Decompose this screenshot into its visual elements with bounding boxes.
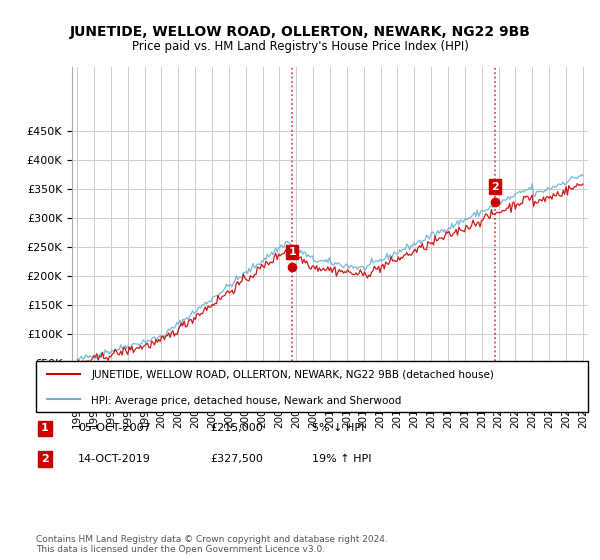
Text: 14-OCT-2019: 14-OCT-2019 — [78, 454, 151, 464]
Text: 2: 2 — [491, 181, 499, 192]
Text: 5% ↓ HPI: 5% ↓ HPI — [312, 423, 364, 433]
Text: 2: 2 — [41, 454, 49, 464]
Text: £215,000: £215,000 — [210, 423, 263, 433]
Text: JUNETIDE, WELLOW ROAD, OLLERTON, NEWARK, NG22 9BB: JUNETIDE, WELLOW ROAD, OLLERTON, NEWARK,… — [70, 25, 530, 39]
Text: HPI: Average price, detached house, Newark and Sherwood: HPI: Average price, detached house, Newa… — [91, 395, 401, 405]
Text: 05-OCT-2007: 05-OCT-2007 — [78, 423, 151, 433]
Text: £327,500: £327,500 — [210, 454, 263, 464]
FancyBboxPatch shape — [36, 361, 588, 412]
Text: Contains HM Land Registry data © Crown copyright and database right 2024.
This d: Contains HM Land Registry data © Crown c… — [36, 535, 388, 554]
Text: JUNETIDE, WELLOW ROAD, OLLERTON, NEWARK, NG22 9BB (detached house): JUNETIDE, WELLOW ROAD, OLLERTON, NEWARK,… — [91, 370, 494, 380]
Text: 19% ↑ HPI: 19% ↑ HPI — [312, 454, 371, 464]
Text: 1: 1 — [41, 423, 49, 433]
Text: Price paid vs. HM Land Registry's House Price Index (HPI): Price paid vs. HM Land Registry's House … — [131, 40, 469, 53]
Text: 1: 1 — [289, 247, 296, 257]
